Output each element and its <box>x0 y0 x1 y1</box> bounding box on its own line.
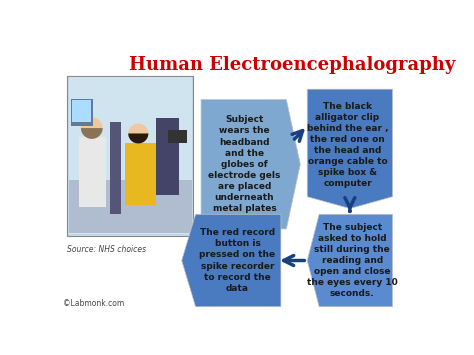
Bar <box>79 137 106 207</box>
Text: Source: NHS choices: Source: NHS choices <box>67 245 146 254</box>
Bar <box>73 100 91 122</box>
Bar <box>71 99 92 126</box>
Text: Subject
wears the
headband
and the
globes of
electrode gels
are placed
underneat: Subject wears the headband and the globe… <box>208 115 281 213</box>
Text: The red record
button is
pressed on the
spike recorder
to record the
data: The red record button is pressed on the … <box>200 228 275 293</box>
Bar <box>69 180 192 233</box>
Circle shape <box>81 117 103 139</box>
Text: The black
alligator clip
behind the ear ,
the red one on
the head and
orange cab: The black alligator clip behind the ear … <box>307 102 388 189</box>
Text: Human Electroencephalography: Human Electroencephalography <box>128 56 455 75</box>
Bar <box>156 118 179 195</box>
Bar <box>69 77 192 234</box>
Polygon shape <box>307 89 392 208</box>
Text: ©Labmonk.com: ©Labmonk.com <box>63 299 124 308</box>
Polygon shape <box>201 100 300 229</box>
Bar <box>125 143 156 205</box>
Polygon shape <box>182 214 281 307</box>
Bar <box>109 122 121 214</box>
Wedge shape <box>128 133 148 143</box>
Wedge shape <box>81 128 103 139</box>
Circle shape <box>128 124 148 143</box>
Bar <box>168 130 187 143</box>
Text: The subject
asked to hold
still during the
reading and
open and close
the eyes e: The subject asked to hold still during t… <box>307 223 398 298</box>
Bar <box>67 76 193 236</box>
Polygon shape <box>307 214 392 307</box>
